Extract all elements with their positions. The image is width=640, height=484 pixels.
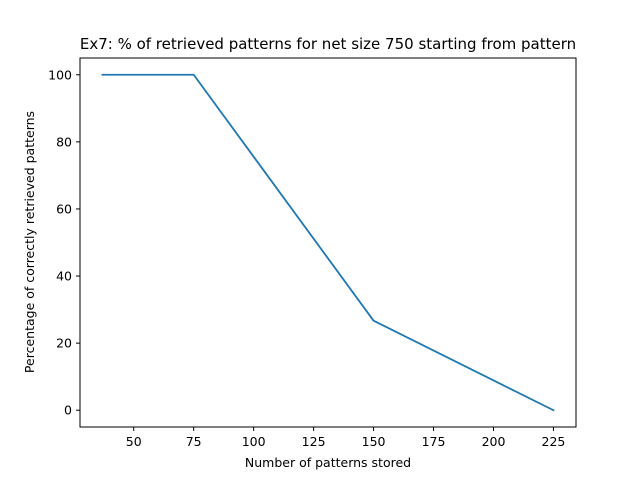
y-tick-label: 40 (56, 269, 72, 284)
x-tick-label: 175 (422, 434, 446, 449)
x-tick-label: 225 (542, 434, 566, 449)
data-point (372, 319, 375, 322)
x-tick-label: 100 (242, 434, 266, 449)
plot-area (79, 57, 577, 428)
series-line (101, 73, 555, 412)
y-tick-label: 80 (56, 134, 72, 149)
data-point (101, 73, 104, 76)
x-tick-label: 125 (302, 434, 326, 449)
chart-title: Ex7: % of retrieved patterns for net siz… (80, 35, 576, 53)
series-layer (101, 73, 555, 412)
data-point (192, 73, 195, 76)
y-tick-label: 0 (64, 403, 72, 418)
x-tick-label: 50 (126, 434, 142, 449)
plot-frame (79, 57, 577, 428)
y-axis-ticks: 0 20 40 60 80 100 (48, 67, 80, 418)
x-axis-label: Number of patterns stored (245, 455, 411, 470)
x-tick-label: 200 (482, 434, 506, 449)
x-tick-label: 150 (362, 434, 386, 449)
data-point (552, 409, 555, 412)
x-tick-label: 75 (186, 434, 202, 449)
y-tick-label: 60 (56, 201, 72, 216)
y-tick-label: 20 (56, 336, 72, 351)
y-tick-label: 100 (48, 67, 72, 82)
y-axis-label: Percentage of correctly retrieved patter… (22, 111, 37, 373)
x-axis-ticks: 50 75 100 125 150 175 200 225 (126, 427, 566, 449)
